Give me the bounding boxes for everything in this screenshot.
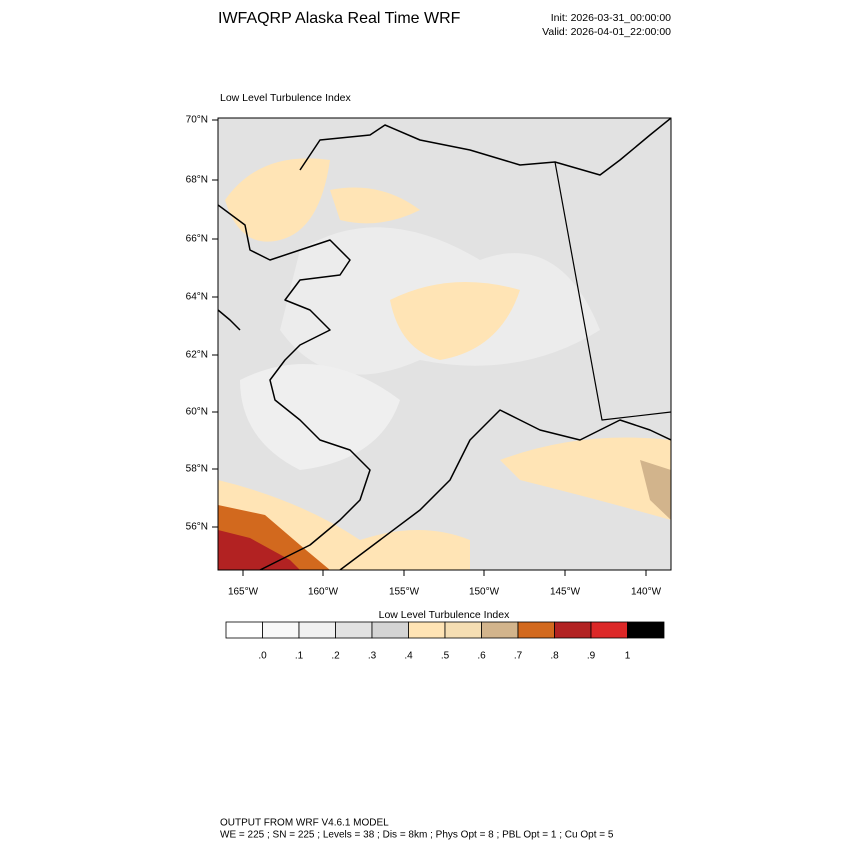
main-title: IWFAQRP Alaska Real Time WRF [218, 10, 461, 27]
colorbar-box [554, 621, 592, 639]
init-time: Init: 2026-03-31_00:00:00 [551, 12, 671, 24]
colorbar-box [517, 621, 555, 639]
lat-label: 62°N [186, 350, 208, 361]
lat-label: 56°N [186, 522, 208, 533]
map-frame [217, 117, 672, 571]
colorbar-label: .6 [477, 651, 486, 662]
lat-label: 66°N [186, 234, 208, 245]
colorbar-box [444, 621, 482, 639]
colorbar-label: .7 [514, 651, 523, 662]
colorbar-label: 1 [625, 651, 631, 662]
colorbar-box [481, 621, 519, 639]
colorbar-box [262, 621, 300, 639]
footer-line: OUTPUT FROM WRF V4.6.1 MODEL [220, 818, 389, 829]
lon-label: 145°W [550, 587, 581, 598]
colorbar-box [408, 621, 446, 639]
colorbar-title: Low Level Turbulence Index [379, 609, 511, 621]
lat-label: 58°N [186, 464, 208, 475]
lon-label: 150°W [469, 587, 500, 598]
colorbar-box [335, 621, 373, 639]
colorbar-box [371, 621, 409, 639]
colorbar-label: .3 [368, 651, 377, 662]
map-title: Low Level Turbulence Index [220, 92, 352, 104]
lat-label: 64°N [186, 292, 208, 303]
footer-line: WE = 225 ; SN = 225 ; Levels = 38 ; Dis … [220, 830, 614, 841]
lon-label: 155°W [389, 587, 420, 598]
lon-label: 140°W [631, 587, 662, 598]
lon-label: 160°W [308, 587, 339, 598]
colorbar-label: .5 [441, 651, 450, 662]
lat-label: 70°N [186, 115, 208, 126]
colorbar-label: .0 [258, 651, 267, 662]
lon-label: 165°W [228, 587, 259, 598]
colorbar-label: .9 [587, 651, 596, 662]
colorbar-box [225, 621, 263, 639]
valid-time: Valid: 2026-04-01_22:00:00 [542, 26, 671, 38]
lat-label: 68°N [186, 175, 208, 186]
colorbar-label: .2 [331, 651, 340, 662]
colorbar-box [298, 621, 336, 639]
map-field [218, 118, 671, 570]
colorbar-label: .8 [550, 651, 559, 662]
lat-label: 60°N [186, 407, 208, 418]
colorbar-box [590, 621, 628, 639]
colorbar-label: .1 [295, 651, 304, 662]
colorbar-box [627, 621, 665, 639]
colorbar-label: .4 [404, 651, 413, 662]
